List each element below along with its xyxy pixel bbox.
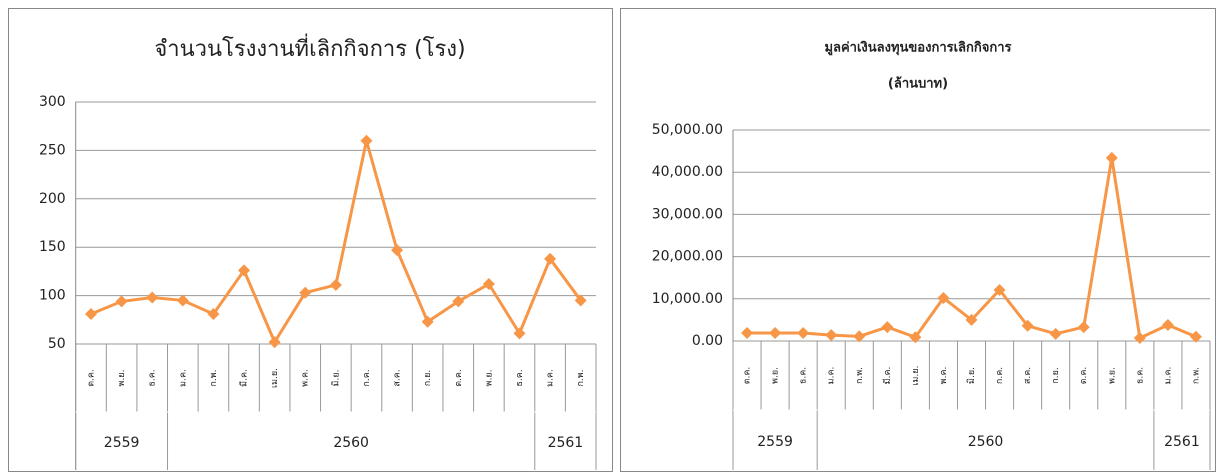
data-point [299, 286, 312, 299]
data-point [115, 295, 128, 308]
y-tick-label: 250 [39, 142, 66, 158]
data-line [90, 140, 582, 346]
x-tick-label: ก.พ. [855, 367, 865, 384]
data-point [421, 315, 434, 328]
x-tick-label: ต.ค. [1079, 367, 1089, 385]
data-point [482, 277, 495, 290]
data-point [544, 252, 557, 265]
y-tick-label: 300 [39, 94, 66, 110]
x-tick-label: ม.ค. [178, 369, 188, 387]
x-tick-label: พ.ย. [484, 370, 494, 387]
y-tick-label: 150 [39, 239, 66, 255]
x-tick-label: เม.ย. [270, 368, 280, 388]
data-point [1133, 332, 1146, 345]
x-tick-label: ก.พ. [209, 369, 219, 386]
data-point [574, 294, 587, 307]
x-tick-label: มิ.ย. [966, 367, 977, 384]
data-point [965, 313, 978, 326]
x-tick-label: ก.ย. [1051, 367, 1061, 383]
y-tick-label: 40,000.00 [652, 164, 723, 180]
data-point [993, 283, 1006, 296]
group-label: 2560 [333, 435, 369, 451]
x-tick-label: พ.ย. [1107, 367, 1117, 384]
x-tick-label: ต.ค. [87, 369, 97, 387]
x-tick-label: พ.ค. [301, 369, 311, 387]
x-tick-label: มี.ค. [882, 367, 893, 385]
x-tick-label: พ.ย. [771, 367, 781, 384]
data-point [391, 244, 404, 257]
x-tick-label: พ.ค. [939, 367, 949, 385]
data-point [797, 326, 810, 339]
data-point [1189, 330, 1202, 343]
data-line [747, 157, 1197, 341]
x-tick-label: ธ.ค. [148, 369, 158, 386]
group-label: 2561 [548, 435, 584, 451]
data-point [238, 264, 251, 277]
data-point [741, 326, 754, 339]
y-tick-label: 50,000.00 [652, 122, 723, 138]
x-tick-label: ม.ค. [1163, 367, 1173, 385]
data-point [176, 294, 189, 307]
data-point [1021, 319, 1034, 332]
y-tick-label: 10,000.00 [652, 291, 723, 307]
y-tick-label: 200 [39, 191, 66, 207]
data-point [329, 278, 342, 291]
data-point [146, 291, 159, 304]
data-point [853, 330, 866, 343]
y-tick-label: 100 [39, 288, 66, 304]
data-point [937, 291, 950, 304]
data-point [207, 307, 220, 320]
x-tick-label: เม.ย. [911, 365, 921, 385]
x-tick-label: ก.ค. [362, 369, 372, 386]
chart-title: จำนวนโรงงานที่เลิกกิจการ (โรง) [154, 33, 465, 62]
group-label: 2561 [1164, 434, 1200, 450]
y-tick-label: 50 [48, 336, 66, 352]
data-point [268, 336, 281, 349]
data-point [769, 326, 782, 339]
x-tick-label: ธ.ค. [515, 369, 525, 386]
x-tick-label: ต.ค. [454, 369, 464, 387]
data-point [1161, 318, 1174, 331]
x-tick-label: ก.พ. [1191, 367, 1201, 384]
data-point [1105, 151, 1118, 164]
x-tick-label: ม.ค. [546, 369, 556, 387]
data-point [513, 327, 526, 340]
data-point [825, 329, 838, 342]
chart-title: (ล้านบาท) [888, 76, 948, 92]
x-tick-label: ต.ค. [743, 367, 753, 385]
x-tick-label: ก.ย. [423, 370, 433, 386]
group-label: 2559 [104, 435, 140, 451]
data-point [881, 321, 894, 334]
data-point [1049, 327, 1062, 340]
x-tick-label: ส.ค. [393, 369, 403, 386]
x-tick-label: ก.พ. [576, 369, 586, 386]
group-label: 2559 [757, 434, 793, 450]
x-tick-label: ธ.ค. [1135, 367, 1145, 384]
x-tick-label: ก.ค. [995, 367, 1005, 384]
x-tick-label: ธ.ค. [799, 367, 809, 384]
group-label: 2560 [968, 434, 1004, 450]
y-tick-label: 0.00 [692, 333, 723, 349]
panel-border [8, 8, 613, 472]
data-point [1077, 321, 1090, 334]
x-tick-label: ส.ค. [1023, 367, 1033, 384]
data-point [360, 134, 373, 147]
data-point [452, 295, 465, 308]
data-point [909, 331, 922, 344]
y-tick-label: 30,000.00 [652, 206, 723, 222]
x-tick-label: มิ.ย. [330, 370, 341, 387]
x-tick-label: พ.ย. [117, 370, 127, 387]
x-tick-label: มี.ค. [239, 369, 250, 387]
data-point [85, 307, 98, 320]
chart-title: มูลค่าเงินลงทุนของการเลิกกิจการ [824, 41, 1011, 56]
y-tick-label: 20,000.00 [652, 249, 723, 265]
x-tick-label: ม.ค. [827, 367, 837, 385]
